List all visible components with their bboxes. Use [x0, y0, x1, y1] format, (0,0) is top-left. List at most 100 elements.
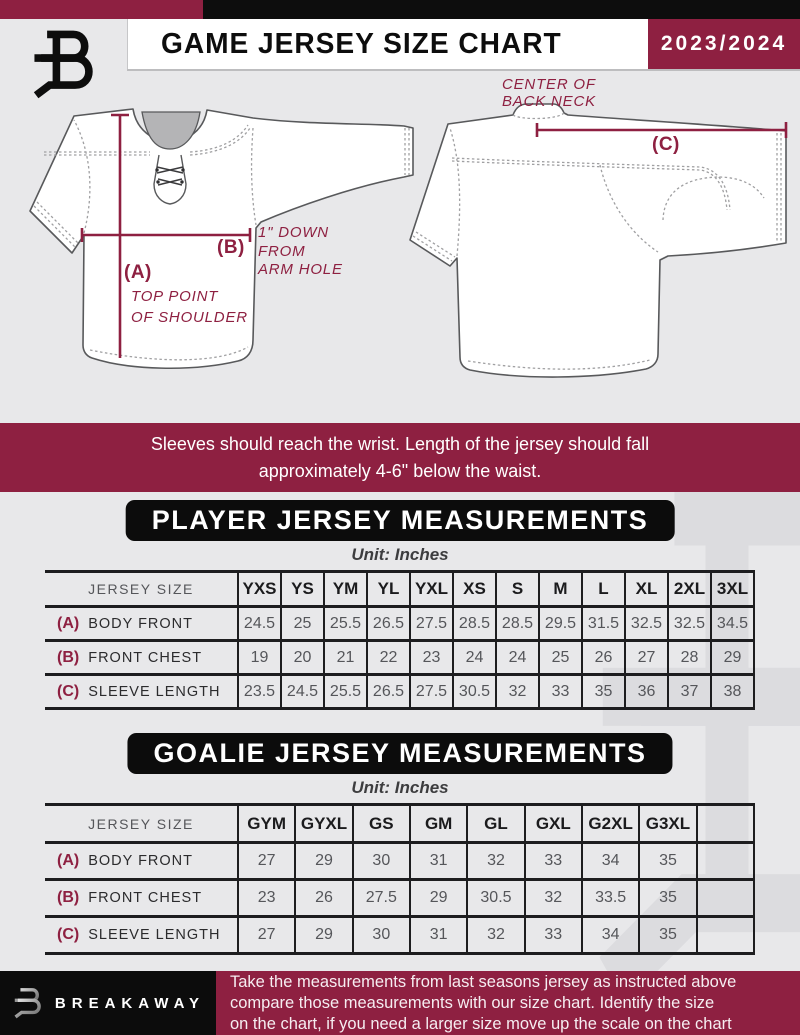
- measurement-row-label: (A) BODY FRONT: [45, 605, 238, 641]
- size-header-cell: XL: [624, 570, 668, 607]
- measurement-name: SLEEVE LENGTH: [88, 683, 221, 700]
- measurement-value-cell: [695, 915, 756, 955]
- measurement-value-cell: 24: [452, 639, 496, 675]
- measurement-value-cell: 31: [408, 915, 468, 955]
- label-c: (C): [652, 134, 680, 155]
- measurement-key: (B): [57, 889, 80, 906]
- measurement-key: (A): [57, 614, 80, 632]
- front-seams: [33, 119, 410, 361]
- measurement-value-cell: 29.5: [538, 605, 582, 641]
- size-header-cell: GS: [351, 803, 410, 843]
- measurement-value-cell: 33: [523, 841, 582, 880]
- measurement-row: (B) FRONT CHEST 23 26 27.5 29 30.5 32 33.5 35: [45, 878, 756, 917]
- front-collar-inner: [141, 111, 201, 150]
- size-header-cell: XS: [452, 570, 496, 607]
- label-c-caption: CENTER OF BACK NECK: [502, 76, 596, 110]
- measurement-value-cell: 29: [408, 878, 468, 917]
- goalie-unit-label: Unit: Inches: [351, 778, 449, 797]
- size-header-cell: 2XL: [667, 570, 711, 607]
- measurement-value-cell: 30.5: [466, 878, 525, 917]
- measurement-key: (A): [57, 852, 80, 869]
- measurement-name: SLEEVE LENGTH: [88, 927, 221, 943]
- measurement-value-cell: [695, 841, 756, 880]
- measurement-value-cell: 26.5: [366, 673, 410, 710]
- back-seams: [412, 112, 782, 370]
- jersey-diagrams: [29, 103, 788, 378]
- measurement-value-cell: 26: [581, 639, 625, 675]
- measurement-name: FRONT CHEST: [88, 649, 203, 666]
- measurement-value-cell: 27: [236, 915, 296, 955]
- measurement-value-cell: 35: [581, 673, 625, 710]
- footer-line2: compare those measurements with our size…: [230, 993, 715, 1012]
- player-unit-label: Unit: Inches: [351, 545, 449, 564]
- measurement-value-cell: 32: [523, 878, 582, 917]
- measurement-value-cell: 23: [409, 639, 453, 675]
- player-measurements-table: JERSEY SIZE YXS YS YM YL YXL XS S M L XL 2XL 3XL (A) B…: [45, 570, 755, 710]
- measurement-value-cell: [695, 878, 756, 917]
- measurement-value-cell: 32: [466, 841, 525, 880]
- measurement-value-cell: 27.5: [351, 878, 410, 917]
- measurement-lines: [80, 113, 788, 358]
- measurement-value-cell: 32.5: [624, 605, 668, 641]
- fit-note-banner: Sleeves should reach the wrist. Length o…: [0, 423, 800, 492]
- measurement-value-cell: 24.5: [280, 673, 324, 710]
- measurement-value-cell: 30.5: [452, 673, 496, 710]
- measurement-value-cell: 21: [323, 639, 367, 675]
- label-b-caption: 1" DOWN FROM ARM HOLE: [258, 224, 343, 278]
- breakaway-logo: [33, 30, 93, 99]
- header-underline: [127, 69, 800, 71]
- measurement-value-cell: 25: [280, 605, 324, 641]
- measurement-row: (A) BODY FRONT 24.5 25 25.5 26.5 27.5 28.5 28.5 2…: [45, 605, 755, 641]
- measurement-name: BODY FRONT: [88, 615, 194, 632]
- measurement-value-cell: 32: [495, 673, 539, 710]
- front-lace-grommets: [155, 168, 185, 184]
- measurement-value-cell: 27: [236, 841, 296, 880]
- size-header-cell: 3XL: [710, 570, 755, 607]
- size-header-cell: G2XL: [580, 803, 640, 843]
- label-a: (A): [124, 262, 152, 283]
- measurement-value-cell: 22: [366, 639, 410, 675]
- measurement-row: (C) SLEEVE LENGTH 23.5 24.5 25.5 26.5 27.5 30.5…: [45, 673, 755, 710]
- measurement-value-cell: 30: [351, 915, 410, 955]
- measurement-value-cell: 26.5: [366, 605, 410, 641]
- front-jersey-drawing: [29, 108, 414, 370]
- size-header-cell: S: [495, 570, 539, 607]
- measurement-row-label: (A) BODY FRONT: [45, 841, 238, 880]
- size-header-cell: YS: [280, 570, 324, 607]
- front-laces: [156, 166, 184, 186]
- player-section-banner: PLAYER JERSEY MEASUREMENTS: [125, 500, 675, 541]
- label-b: (B): [217, 237, 245, 258]
- footer-brand-name: BREAKAWAY: [54, 994, 206, 1012]
- measurement-value-cell: 35: [638, 878, 697, 917]
- measurement-value-cell: 23.5: [237, 673, 281, 710]
- measurement-value-cell: 29: [710, 639, 755, 675]
- page-title: GAME JERSEY SIZE CHART: [161, 27, 562, 60]
- measurement-value-cell: 28.5: [495, 605, 539, 641]
- size-column-header: JERSEY SIZE: [45, 570, 238, 607]
- footer-brand-block: BREAKAWAY: [0, 971, 216, 1035]
- size-header-cell: GM: [408, 803, 468, 843]
- footer-instructions: Take the measurements from last seasons …: [216, 971, 800, 1035]
- measurement-key: (B): [57, 648, 80, 666]
- measurement-value-cell: 28: [667, 639, 711, 675]
- size-header-row: JERSEY SIZE YXS YS YM YL YXL XS S M L XL 2XL 3XL: [45, 570, 755, 607]
- label-a-caption: TOP POINT OF SHOULDER: [131, 288, 248, 326]
- size-header-cell: YXL: [409, 570, 453, 607]
- size-header-cell: L: [581, 570, 625, 607]
- measurement-value-cell: 33: [538, 673, 582, 710]
- measurement-key: (C): [57, 682, 80, 700]
- size-header-cell: YM: [323, 570, 367, 607]
- size-header-cell: [695, 803, 756, 843]
- measurement-row-label: (B) FRONT CHEST: [45, 878, 238, 917]
- breakaway-footer-logo: [14, 988, 41, 1019]
- measurement-value-cell: 24: [495, 639, 539, 675]
- measurement-value-cell: 31.5: [581, 605, 625, 641]
- measurement-row: (A) BODY FRONT 27 29 30 31 32 33 34 35: [45, 841, 756, 880]
- measurement-value-cell: 34.5: [710, 605, 755, 641]
- size-header-cell: YXS: [237, 570, 281, 607]
- measurement-value-cell: 36: [624, 673, 668, 710]
- goalie-section-banner: GOALIE JERSEY MEASUREMENTS: [127, 733, 673, 774]
- measurement-key: (C): [57, 926, 80, 943]
- size-header-cell: GYM: [236, 803, 296, 843]
